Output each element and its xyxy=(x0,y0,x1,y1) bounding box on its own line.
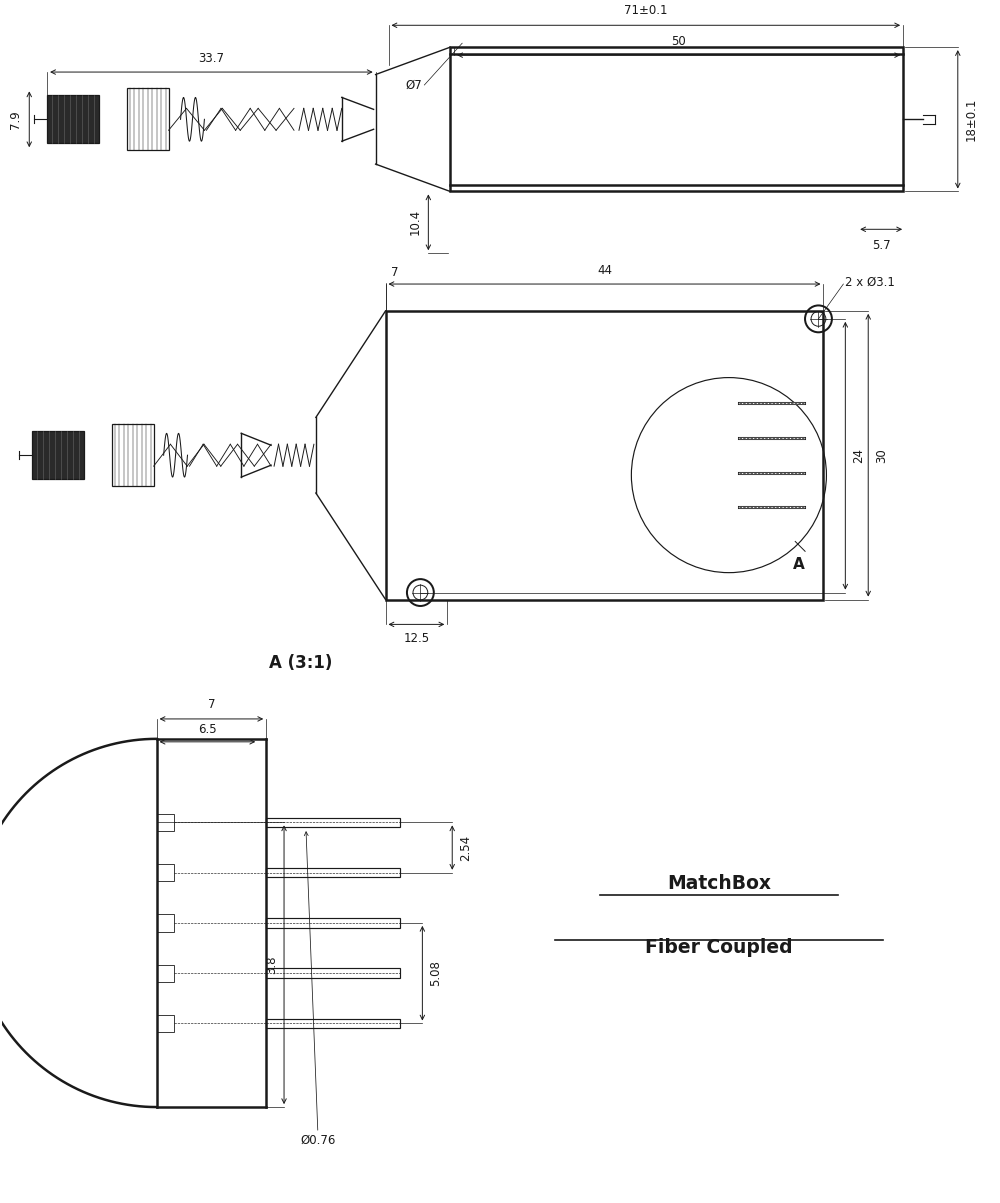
Bar xyxy=(112,425,154,486)
Text: A: A xyxy=(793,557,805,573)
Text: 5.7: 5.7 xyxy=(872,239,890,253)
Text: 7.9: 7.9 xyxy=(9,109,22,129)
Text: Ø0.76: Ø0.76 xyxy=(300,1134,336,1146)
Bar xyxy=(157,813,174,831)
Text: 6.5: 6.5 xyxy=(198,723,217,736)
Text: 44: 44 xyxy=(597,265,612,277)
Text: 12.5: 12.5 xyxy=(403,633,429,645)
Bar xyxy=(157,914,174,931)
Bar xyxy=(127,89,169,150)
Text: 5.08: 5.08 xyxy=(429,960,442,986)
Text: 33.7: 33.7 xyxy=(198,52,224,65)
Text: Ø7: Ø7 xyxy=(406,78,422,91)
Bar xyxy=(450,47,903,191)
Text: 71±0.1: 71±0.1 xyxy=(624,5,668,17)
Text: 7: 7 xyxy=(391,266,398,279)
Bar xyxy=(47,95,99,143)
Text: 30: 30 xyxy=(875,448,888,463)
Text: 24: 24 xyxy=(852,449,865,463)
Bar xyxy=(157,965,174,982)
Bar xyxy=(266,818,400,828)
Text: MatchBox: MatchBox xyxy=(667,875,771,893)
Bar xyxy=(266,1019,400,1029)
Text: 2.54: 2.54 xyxy=(459,835,472,860)
Bar xyxy=(157,1015,174,1032)
Text: A (3:1): A (3:1) xyxy=(269,654,333,672)
Text: 3.8: 3.8 xyxy=(265,955,278,974)
Text: Fiber Coupled: Fiber Coupled xyxy=(645,938,793,956)
Text: 18±0.1: 18±0.1 xyxy=(965,97,978,141)
Bar xyxy=(386,310,823,599)
Bar xyxy=(32,432,84,479)
Text: 10.4: 10.4 xyxy=(408,209,421,236)
Text: 2 x Ø3.1: 2 x Ø3.1 xyxy=(845,275,895,289)
Bar xyxy=(266,918,400,928)
Text: 7: 7 xyxy=(208,698,215,711)
Bar xyxy=(266,968,400,978)
Text: 50: 50 xyxy=(671,35,686,48)
Bar xyxy=(157,864,174,882)
Bar xyxy=(266,869,400,877)
